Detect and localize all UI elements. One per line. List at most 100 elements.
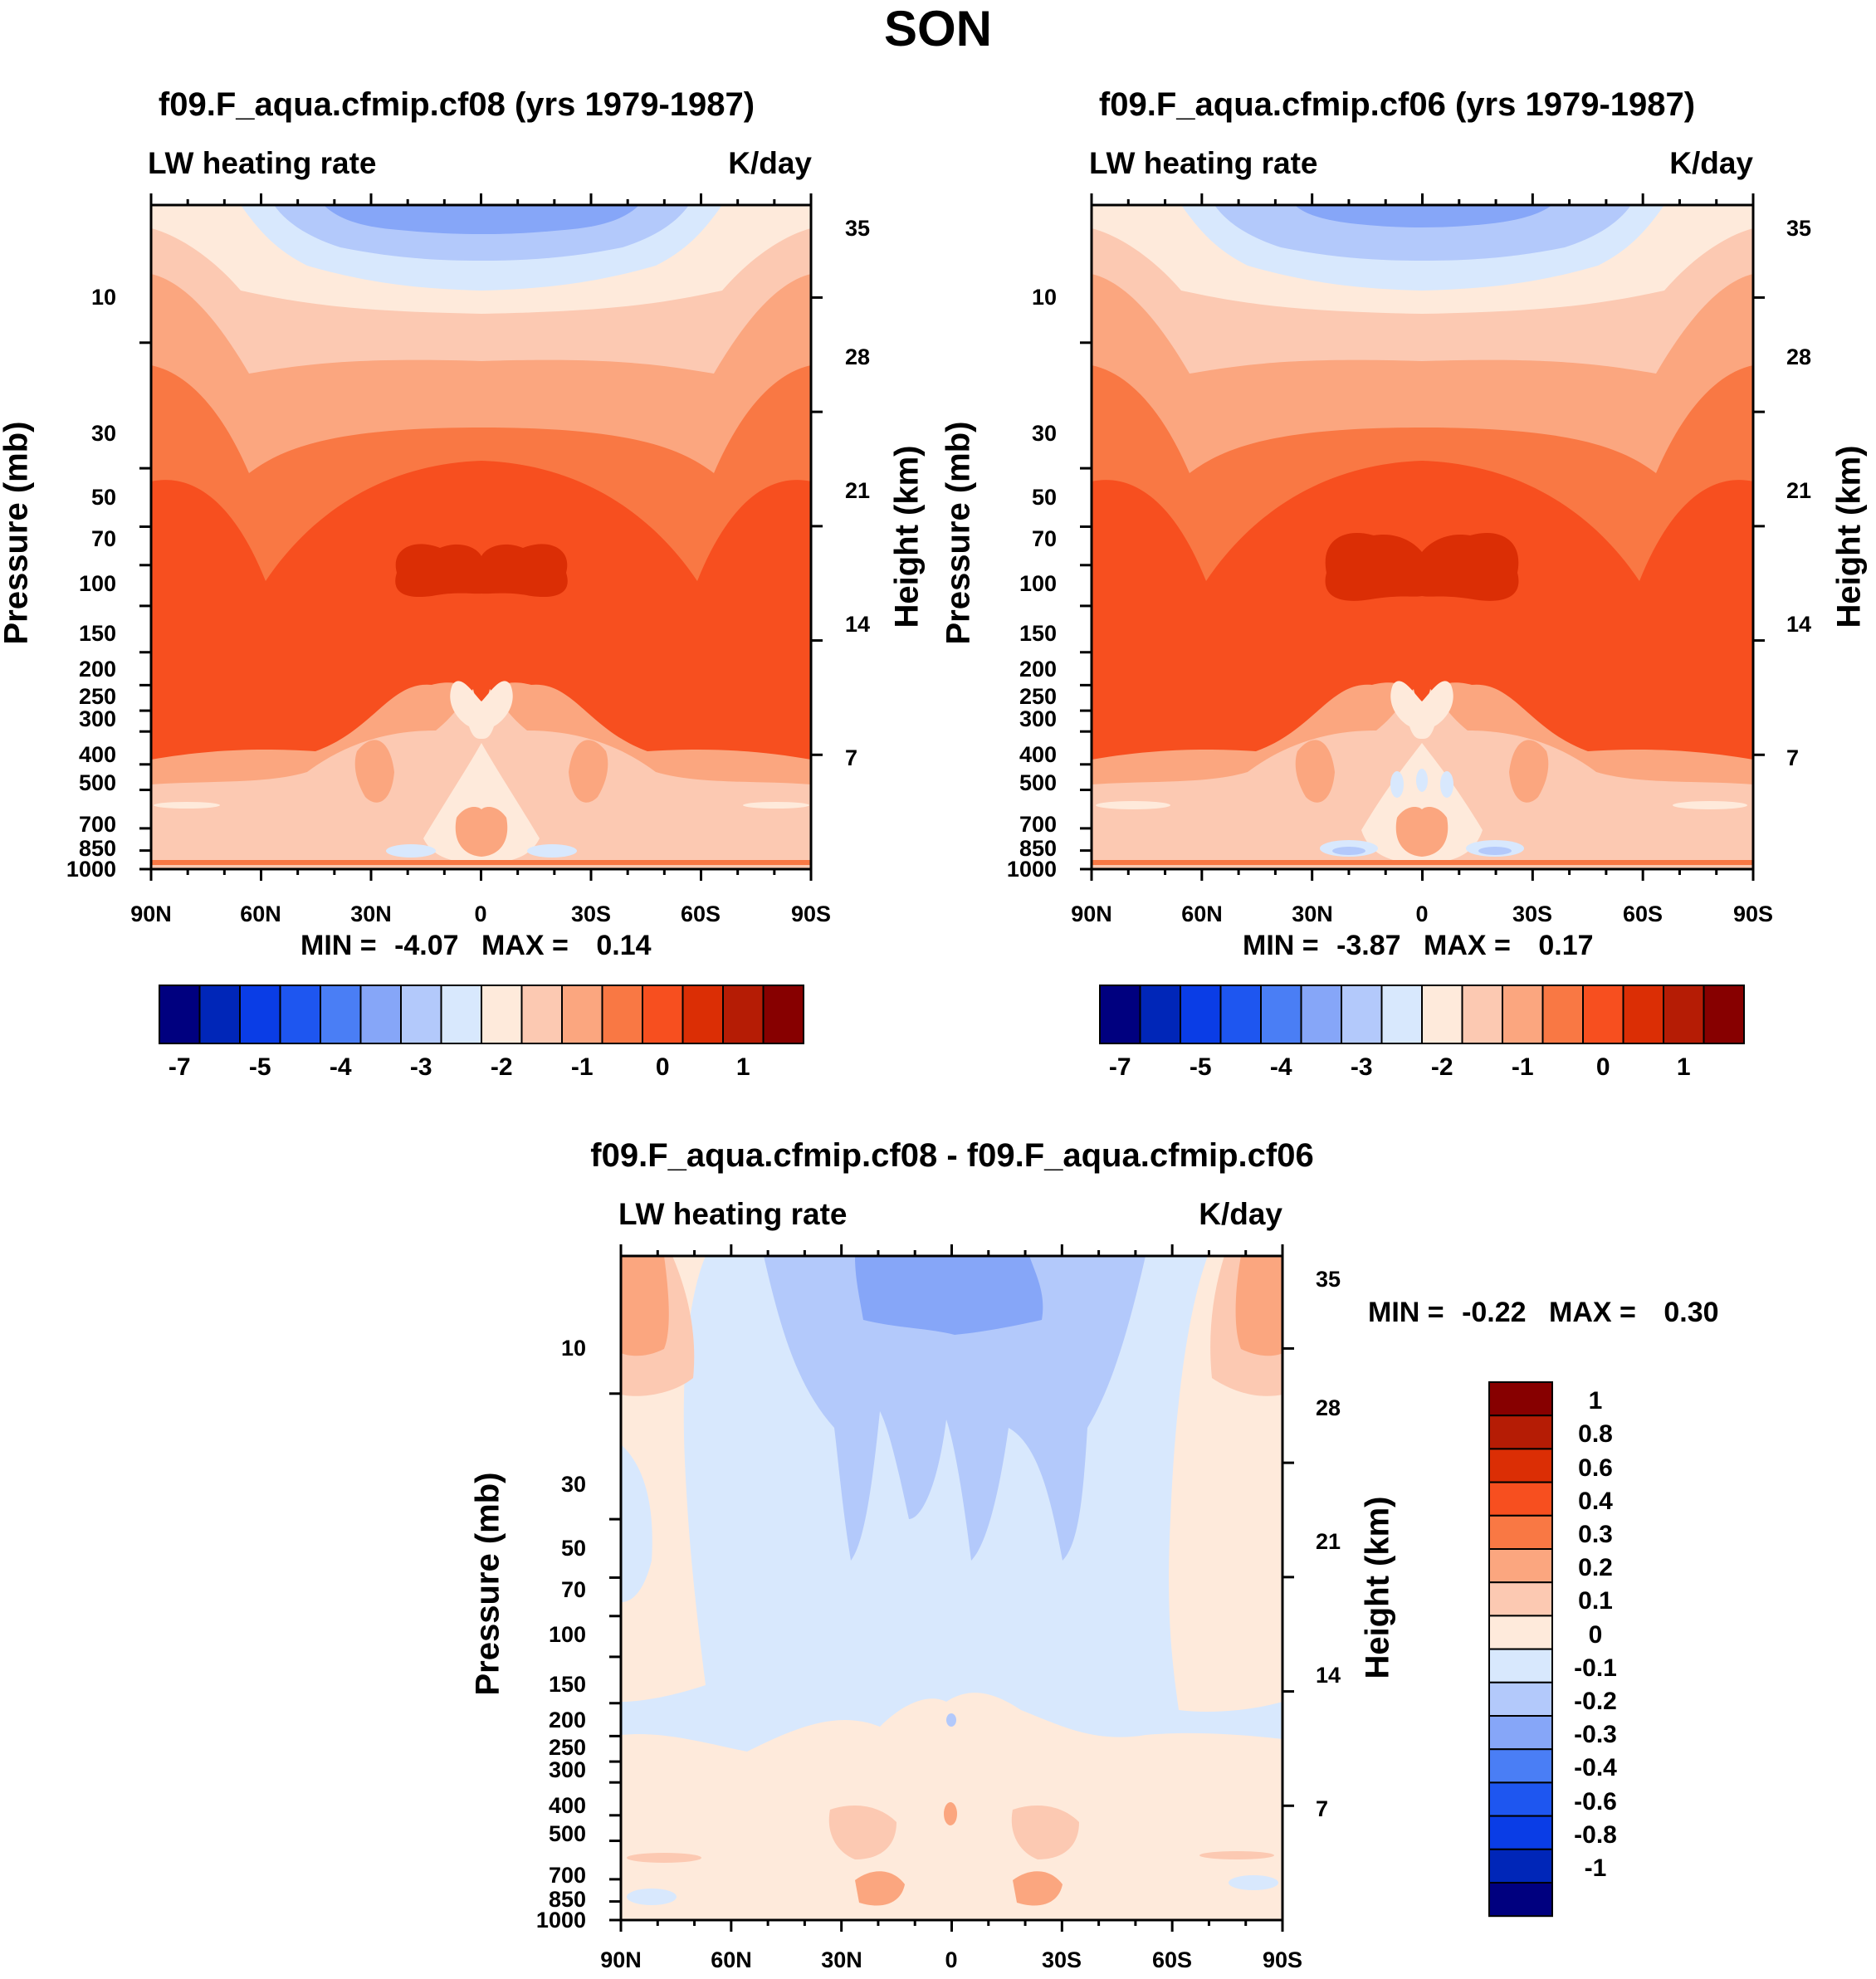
colorbar-tick-label: -5 — [1189, 1053, 1212, 1081]
panel1-xtick: 30N — [350, 902, 392, 926]
panel1-min-value: -4.07 — [394, 930, 459, 961]
colorbar-tick-label: 0.4 — [1578, 1487, 1613, 1515]
panel3-lower-patch-4 — [1013, 1871, 1063, 1906]
colorbar-box — [481, 985, 523, 1044]
panel3-lower-patch-3 — [855, 1871, 905, 1906]
panel3-lower-patch-1 — [828, 1806, 896, 1859]
panel1-stats: MIN = -4.07 MAX = 0.14 — [300, 930, 652, 962]
panel3-htick: 14 — [1316, 1663, 1341, 1688]
panel3-left-upper-core — [621, 1256, 669, 1356]
panel3-xtick: 30N — [821, 1947, 862, 1972]
panel2-htick: 7 — [1786, 745, 1800, 770]
colorbar-box — [1488, 1715, 1553, 1751]
colorbar-box — [1461, 985, 1503, 1044]
colorbar-box — [1488, 1381, 1553, 1417]
colorbar-tick-label: -7 — [168, 1053, 191, 1081]
panel3-equator-spot — [944, 1802, 957, 1825]
colorbar-tick-label: 0.8 — [1578, 1420, 1613, 1449]
panel3-min-value: -0.22 — [1462, 1297, 1527, 1328]
panel2-ytick: 150 — [1019, 621, 1057, 646]
panel3-ylabel: Pressure (mb) — [469, 1472, 506, 1696]
panel3-xtick: 30S — [1041, 1947, 1082, 1972]
colorbar-tick-label: 1 — [1588, 1387, 1603, 1415]
panel1-surface-line — [151, 860, 811, 865]
panel1-upper-tongue — [450, 681, 513, 739]
panel3-xtick: 90S — [1262, 1947, 1303, 1972]
colorbar-box — [1488, 1848, 1553, 1884]
panel1-htick: 7 — [845, 745, 858, 770]
panel2-xtick: 0 — [1415, 902, 1429, 926]
panel1-ytick: 10 — [90, 285, 116, 310]
colorbar-box — [1622, 985, 1664, 1044]
panel1-htick: 28 — [845, 344, 871, 369]
panel3-ytick: 850 — [548, 1887, 586, 1912]
panel3-streak-right — [1199, 1851, 1274, 1859]
panel2-ytick: 400 — [1019, 742, 1057, 767]
panel3-blue-surface-left — [627, 1889, 677, 1905]
panel2-xtick: 30N — [1292, 902, 1333, 926]
panel3-ytick: 1000 — [535, 1908, 586, 1933]
panel3-ytick: 700 — [548, 1863, 586, 1888]
panel1-core-max — [395, 544, 568, 598]
panel2-surface-cell — [1395, 807, 1449, 857]
panel1-streak-right — [743, 802, 809, 809]
colorbar-tick-label: -7 — [1108, 1053, 1131, 1081]
colorbar-box — [279, 985, 321, 1044]
panel2-xtick: 60S — [1622, 902, 1663, 926]
colorbar-box — [1421, 985, 1463, 1044]
panel3-ytick: 150 — [548, 1672, 586, 1697]
colorbar-box — [1099, 985, 1141, 1044]
colorbar-box — [1488, 1815, 1553, 1850]
panel2-htick: 21 — [1786, 478, 1812, 503]
colorbar-tick-label: -0.1 — [1574, 1654, 1617, 1682]
panel3-right-upper-core — [1235, 1256, 1282, 1356]
panel2-streak-right — [1673, 801, 1747, 809]
panel2-title: f09.F_aqua.cfmip.cf06 (yrs 1979-1987) — [1098, 86, 1696, 123]
colorbar-box — [1488, 1648, 1553, 1683]
colorbar-box — [722, 985, 765, 1044]
panel3-streak-left — [627, 1853, 701, 1863]
panel2-streak-left — [1096, 801, 1170, 809]
panel2-ytick: 250 — [1019, 684, 1057, 709]
panel1-ytick: 300 — [78, 706, 116, 731]
colorbar-tick-label: -0.4 — [1574, 1754, 1617, 1782]
panel2-band-7 — [1295, 205, 1552, 227]
panel3-blue-plume — [764, 1256, 1146, 1561]
panel2-ytick: 1000 — [1006, 857, 1057, 882]
panel1-lower-tongue — [423, 743, 540, 863]
panel3-left-blue-pocket — [621, 1444, 652, 1602]
panel2-ytick: 500 — [1019, 770, 1057, 795]
colorbar-box — [1488, 1882, 1553, 1918]
colorbar-box — [1488, 1415, 1553, 1450]
panel3-lower-patch-2 — [1011, 1806, 1079, 1859]
panel1-band-7 — [324, 205, 639, 234]
panel2-stats: MIN = -3.87 MAX = 0.17 — [1243, 930, 1594, 962]
panel2-ytick: 850 — [1019, 836, 1057, 861]
colorbar-tick-label: -0.6 — [1574, 1787, 1617, 1815]
panel3-xtick: 60N — [711, 1947, 752, 1972]
colorbar-tick-label: -2 — [1430, 1053, 1453, 1081]
panel1-left-subtitle: LW heating rate — [148, 146, 377, 180]
panel1-ytick: 700 — [78, 812, 116, 837]
panel1-ylabel-right: Height (km) — [888, 445, 926, 628]
panel1-title: f09.F_aqua.cfmip.cf08 (yrs 1979-1987) — [158, 86, 755, 123]
colorbar-box — [1488, 1448, 1553, 1483]
panel3-xtick: 0 — [945, 1947, 958, 1972]
colorbar-tick-label: -1 — [1511, 1053, 1534, 1081]
colorbar-box — [400, 985, 442, 1044]
colorbar-tick-label: -0.2 — [1574, 1688, 1617, 1715]
colorbar-tick-label: 0.1 — [1578, 1587, 1613, 1615]
panel3-ytick: 100 — [548, 1622, 586, 1647]
panel2-xtick: 60N — [1181, 902, 1223, 926]
panel2-max-value: 0.17 — [1538, 930, 1594, 961]
panel2-ytick: 700 — [1019, 812, 1057, 837]
panel3-field — [621, 1256, 1282, 1920]
colorbar-box — [1219, 985, 1262, 1044]
panel1-htick: 35 — [845, 216, 871, 241]
panel2-ytick: 70 — [1031, 526, 1057, 551]
panel3-xtick: 90N — [600, 1947, 642, 1972]
colorbar-box — [1180, 985, 1222, 1044]
panel3-max-label: MAX = — [1549, 1297, 1636, 1328]
panel1-xtick: 90N — [130, 902, 172, 926]
